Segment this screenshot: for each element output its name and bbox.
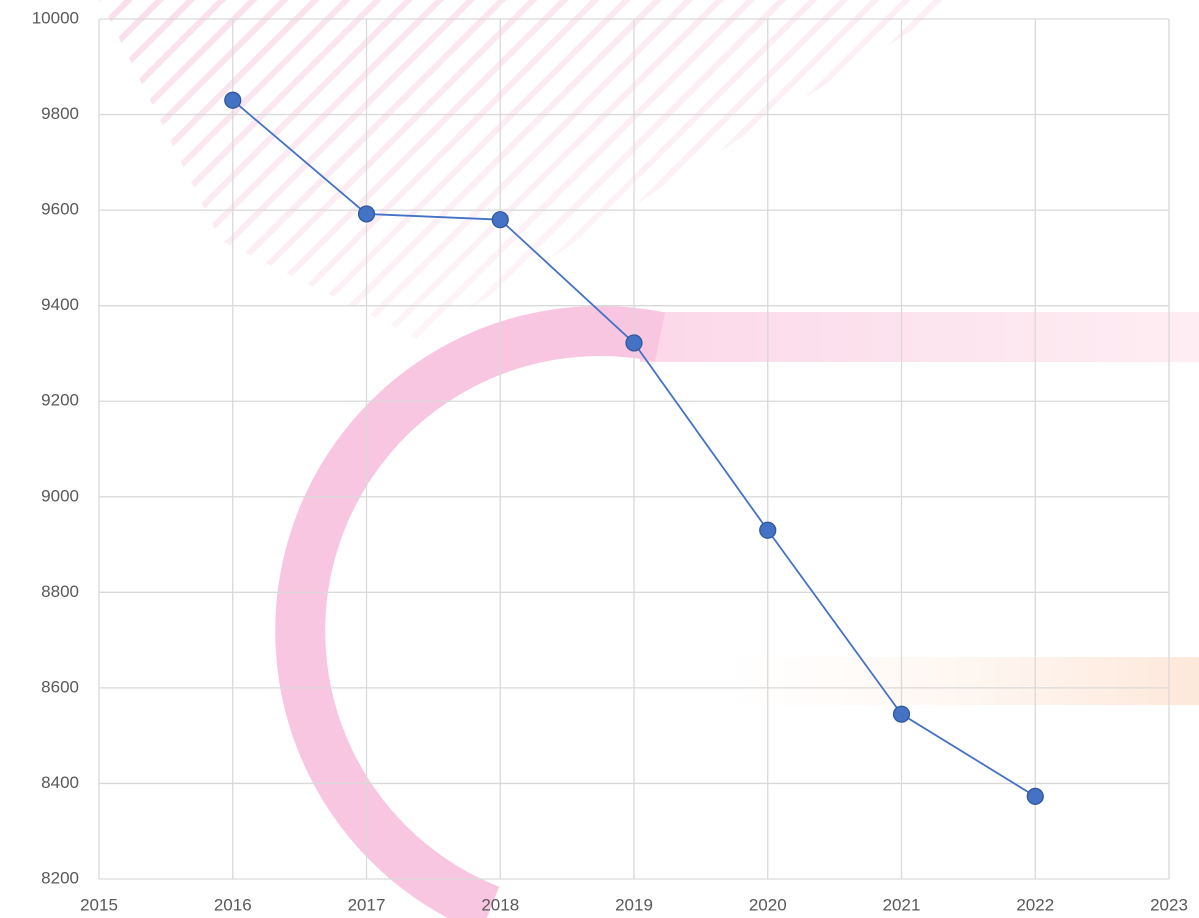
- x-tick-label: 2018: [481, 895, 519, 914]
- data-point: [1026, 787, 1044, 805]
- x-tick-label: 2023: [1150, 895, 1188, 914]
- data-point: [892, 705, 911, 723]
- x-tick-label: 2020: [749, 895, 787, 914]
- x-tick-label: 2017: [348, 895, 386, 914]
- y-tick-label: 9000: [41, 486, 79, 505]
- y-tick-label: 9800: [41, 104, 79, 123]
- y-tick-label: 8800: [41, 582, 79, 601]
- x-tick-label: 2022: [1016, 895, 1054, 914]
- y-tick-label: 8200: [41, 868, 79, 887]
- y-tick-label: 9600: [41, 200, 79, 219]
- data-point: [224, 91, 242, 109]
- data-point: [625, 334, 643, 352]
- y-tick-label: 10000: [32, 8, 79, 27]
- x-tick-label: 2019: [615, 895, 653, 914]
- y-tick-label: 8400: [41, 773, 79, 792]
- x-tick-label: 2021: [883, 895, 921, 914]
- data-point: [491, 211, 509, 229]
- x-tick-label: 2016: [214, 895, 252, 914]
- data-point: [759, 521, 777, 539]
- y-tick-label: 8600: [41, 677, 79, 696]
- data-point: [357, 205, 376, 223]
- x-tick-label: 2015: [80, 895, 118, 914]
- y-tick-label: 9400: [41, 295, 79, 314]
- y-tick-label: 9200: [41, 391, 79, 410]
- plot-area: 8200 8400 8600 8800 9000 9200 9400 9600 9800 1000…: [32, 8, 1188, 914]
